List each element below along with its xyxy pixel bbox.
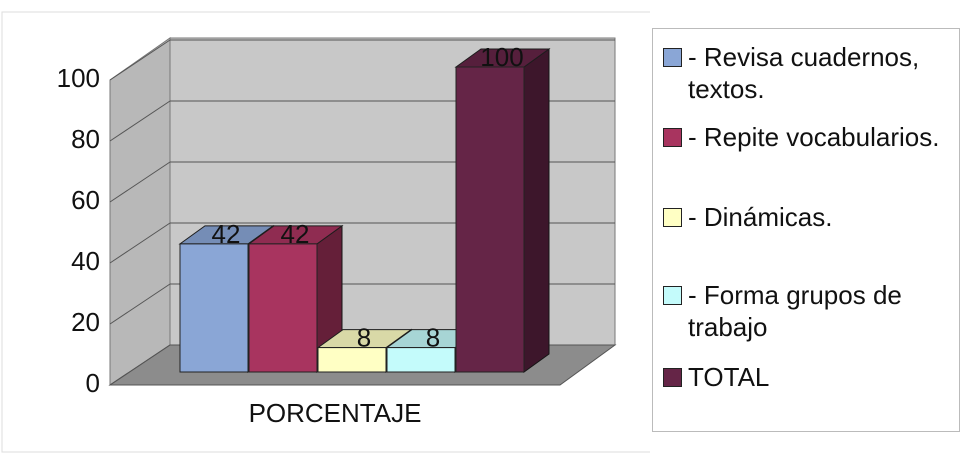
legend-item: - Forma grupos de trabajo xyxy=(663,279,950,343)
grid-line xyxy=(109,283,171,325)
side-wall xyxy=(109,37,171,386)
legend-swatch xyxy=(663,208,682,227)
legend: - Revisa cuadernos, textos. - Repite voca… xyxy=(652,28,960,432)
legend-item: - Revisa cuadernos, textos. xyxy=(663,41,950,105)
data-label: 8 xyxy=(357,322,371,352)
x-tick-label: PORCENTAJE xyxy=(249,398,422,428)
bar xyxy=(317,347,387,373)
legend-swatch xyxy=(663,48,682,67)
data-label: 42 xyxy=(212,219,241,249)
bar xyxy=(455,66,525,373)
y-tick-label: 0 xyxy=(86,368,100,398)
legend-label: - Revisa cuadernos, textos. xyxy=(688,42,920,104)
bar xyxy=(248,243,318,373)
grid-line xyxy=(109,100,171,142)
legend-label: - Dinámicas. xyxy=(688,202,833,232)
legend-swatch xyxy=(663,286,682,305)
data-label: 42 xyxy=(281,219,310,249)
grid-line xyxy=(109,161,171,203)
legend-swatch xyxy=(663,128,682,147)
y-tick-label: 80 xyxy=(71,124,100,154)
bar-side xyxy=(523,48,550,373)
legend-swatch xyxy=(663,368,682,387)
plot: 0 20 40 60 80 100 PORCENTAJE 42 42 8 8 100 xyxy=(1,11,650,453)
bar xyxy=(179,243,249,373)
y-tick-label: 100 xyxy=(57,63,100,93)
frame xyxy=(1,11,650,453)
grid-line xyxy=(109,39,171,81)
legend-item: - Dinámicas. xyxy=(663,201,950,233)
grid-line xyxy=(109,222,171,264)
y-tick-label: 40 xyxy=(71,246,100,276)
y-tick-label: 60 xyxy=(71,185,100,215)
legend-item: - Repite vocabularios. xyxy=(663,121,950,153)
data-label: 100 xyxy=(480,42,523,72)
legend-label: TOTAL xyxy=(688,362,770,392)
data-label: 8 xyxy=(426,322,440,352)
grid-line xyxy=(109,344,171,386)
legend-label: - Forma grupos de trabajo xyxy=(688,280,902,342)
bar xyxy=(386,347,456,373)
legend-label: - Repite vocabularios. xyxy=(688,122,940,152)
legend-item: TOTAL xyxy=(663,361,950,393)
y-tick-label: 20 xyxy=(71,307,100,337)
